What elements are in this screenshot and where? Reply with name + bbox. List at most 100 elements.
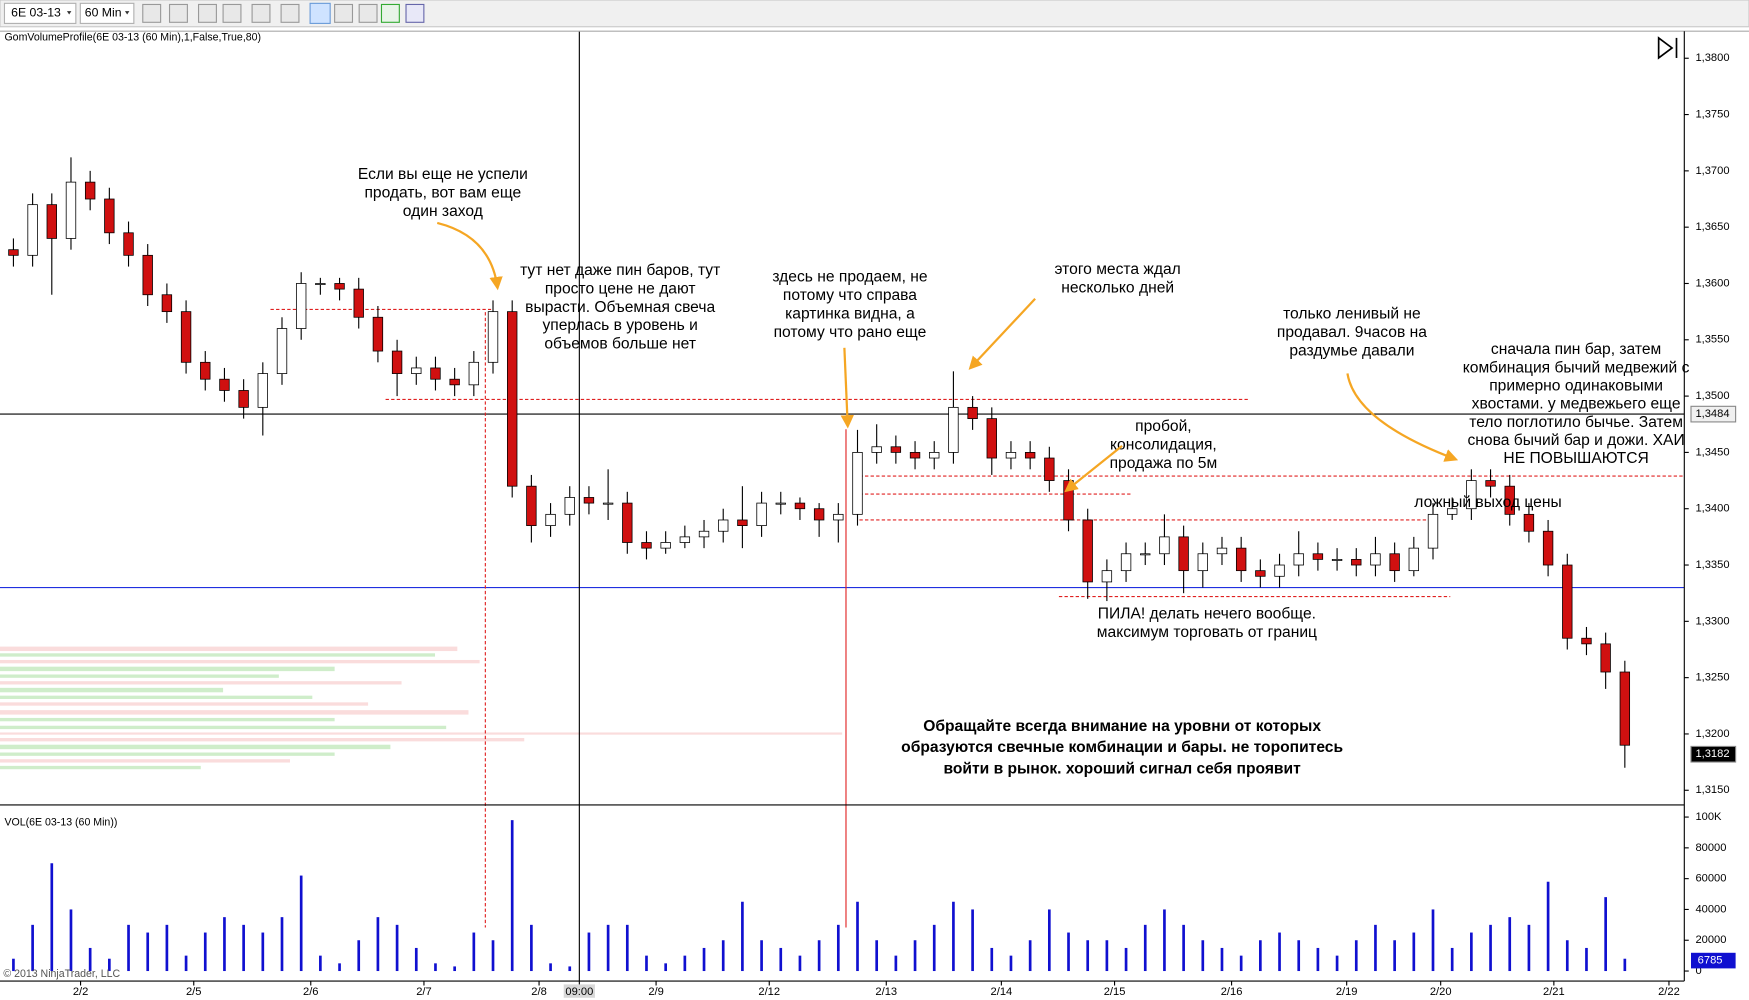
candle-body	[833, 513, 844, 521]
x-tick-label: 2/20	[1430, 986, 1452, 998]
volume-bar	[606, 924, 610, 972]
x-tick-highlight	[563, 984, 595, 998]
candle-body	[468, 361, 480, 386]
tool-button[interactable]	[197, 3, 217, 23]
interval-select[interactable]	[79, 2, 135, 24]
candle-body	[1178, 536, 1189, 572]
annotation-text: только ленивый не	[1283, 306, 1421, 323]
annotation-text: продажа по 5м	[1110, 455, 1218, 472]
volume-bar	[108, 958, 111, 972]
x-tick-label: 2/19	[1336, 986, 1358, 998]
annotation-text: продать, вот вам еще	[364, 185, 521, 202]
volume-bar	[971, 909, 974, 972]
volume-bar	[721, 940, 725, 972]
volume-profile	[0, 646, 843, 770]
tool-button[interactable]	[334, 3, 354, 23]
tool-button[interactable]	[405, 3, 425, 23]
volume-bar	[88, 947, 92, 972]
volume-bar	[1009, 955, 1013, 972]
volume-bar	[1028, 940, 1032, 972]
scroll-end-button[interactable]	[1657, 36, 1678, 60]
volume-marker-label: 6785	[1698, 955, 1723, 967]
draw-button[interactable]	[168, 3, 188, 23]
y-tick-label: 1,3250	[1695, 672, 1729, 684]
candle-body	[430, 367, 441, 380]
annotation-text: примерно одинаковыми	[1489, 378, 1663, 395]
bars-button[interactable]	[142, 3, 162, 23]
candle-body	[583, 497, 595, 504]
volume-bar	[1393, 940, 1396, 972]
volume-tick-label: 100K	[1695, 811, 1722, 823]
volume-bar	[1623, 958, 1627, 972]
volume-bar	[1431, 909, 1435, 972]
candle-body	[756, 502, 767, 527]
tool-button[interactable]	[380, 3, 400, 23]
x-tick-label: 2/13	[875, 986, 897, 998]
volume-bar	[453, 966, 456, 972]
candle-body	[1408, 547, 1420, 572]
volume-bar	[1297, 940, 1301, 972]
volume-bar	[913, 940, 917, 972]
tool-button[interactable]	[358, 3, 378, 23]
volume-bar	[530, 924, 533, 972]
instrument-select[interactable]	[3, 2, 77, 24]
volume-bar	[376, 917, 380, 972]
volume-tick-label: 80000	[1695, 842, 1726, 854]
y-tick-label: 1,3150	[1695, 784, 1729, 796]
candle-body	[27, 204, 38, 256]
annotation-text: пробой,	[1135, 418, 1192, 435]
volume-bar	[357, 940, 361, 972]
price-marker-label: 1,3484	[1695, 408, 1729, 420]
volume-bar	[1354, 940, 1358, 972]
volume-bar	[760, 940, 763, 972]
crosshair-button[interactable]	[251, 3, 271, 23]
candle-body	[507, 311, 518, 487]
annotation-text: НЕ ПОВЫШАЮТСЯ	[1503, 450, 1648, 467]
candle-body	[1024, 452, 1036, 459]
volume-bar	[280, 917, 284, 972]
volume-bar	[1470, 932, 1473, 972]
annotation-text: Если вы еще не успели	[358, 166, 528, 183]
interval: 60 Min	[85, 6, 122, 20]
y-tick-label: 1,3200	[1695, 728, 1729, 740]
candle-body	[813, 508, 825, 521]
annotation-text: образуются свечные комбинации и бары. не…	[901, 739, 1343, 756]
y-tick-label: 1,3800	[1695, 52, 1729, 64]
annotation-text: потому что рано еще	[774, 324, 927, 341]
volume-bar	[1335, 955, 1339, 972]
candle-body	[353, 288, 364, 318]
annotation-text: ложный выход цены	[1414, 494, 1561, 511]
volume-bar	[1546, 881, 1550, 972]
volume-bar	[338, 963, 341, 972]
annotation-text: комбинация бычий медвежий с	[1463, 359, 1690, 376]
annotation-text: объемов больше нет	[544, 336, 696, 353]
volume-bar	[1182, 924, 1185, 972]
volume-bar	[875, 940, 879, 972]
candle-body	[142, 254, 153, 296]
annotation-text: продавал. 9часов на	[1277, 324, 1427, 341]
candle-body	[315, 283, 326, 285]
candle-body	[104, 198, 115, 234]
y-tick-label: 1,3400	[1695, 503, 1729, 515]
annotation-text: вырасти. Объемная свеча	[525, 299, 715, 316]
candle-body	[1427, 513, 1439, 549]
candle-body	[641, 542, 652, 549]
volume-bar	[1105, 940, 1109, 972]
volume-bar	[741, 901, 744, 972]
candle-body	[948, 406, 959, 453]
x-tick-label: 2/2	[73, 986, 89, 998]
toggle-button[interactable]	[309, 2, 331, 24]
candle-body	[295, 283, 307, 329]
annotation-text: Обращайте всегда внимание на уровни от к…	[923, 718, 1321, 735]
volume-bar	[223, 917, 226, 972]
volume-bar	[184, 955, 188, 972]
volume-bar	[645, 955, 648, 972]
volume-bar	[1201, 940, 1205, 972]
volume-bar	[702, 947, 706, 972]
volume-bar	[798, 955, 802, 972]
volume-bar	[299, 875, 303, 972]
zoom-button[interactable]	[280, 3, 300, 23]
tool-button[interactable]	[222, 3, 242, 23]
volume-bar	[664, 963, 668, 972]
